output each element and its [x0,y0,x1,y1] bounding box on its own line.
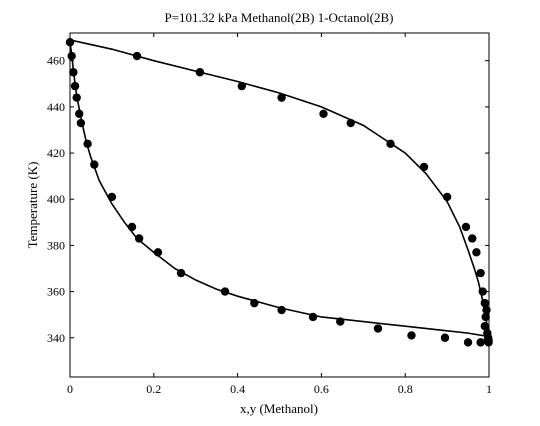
data-point [476,268,485,278]
y-tick-label: 420 [47,146,65,160]
data-point [442,192,452,202]
y-axis-label: Temperature (K) [25,162,40,249]
data-point [134,234,144,243]
data-point [67,51,76,61]
data-point [476,338,485,347]
data-point [176,268,186,278]
data-point [472,248,481,257]
data-point [480,322,490,331]
data-point [480,298,490,308]
data-point [419,162,429,172]
data-point [478,287,487,296]
data-point [220,287,230,296]
data-point [153,248,163,257]
data-point [76,118,86,128]
x-axis: 0 0.2 0.4 0.6 0.8 1 [67,33,492,396]
y-tick-label: 460 [47,54,65,68]
y-axis: 340 360 380 400 420 440 460 [47,54,489,345]
data-point [336,317,345,326]
y-tick-label: 400 [47,192,65,206]
data-point [346,118,355,128]
data-point [440,333,450,342]
data-point [90,160,99,169]
chart-title: P=101.32 kPa Methanol(2B) 1-Octanol(2B) [164,10,393,25]
x-tick-label: 1 [486,382,492,396]
data-point [407,331,416,340]
data-point [75,109,84,119]
y-tick-label: 340 [47,331,65,345]
data-point [237,81,246,91]
data-point [468,234,477,243]
data-points [65,38,493,347]
y-tick-label: 440 [47,100,65,114]
data-point [484,335,493,345]
data-point [72,93,81,102]
x-tick-label: 0.4 [230,382,245,396]
y-tick-label: 360 [47,285,65,299]
data-point [70,81,80,91]
data-point [69,68,78,77]
data-point [127,222,137,232]
data-point [83,139,92,149]
data-point [481,312,490,322]
data-point [373,324,383,333]
data-point [107,192,117,202]
x-tick-label: 0.2 [146,382,161,396]
data-point [195,68,205,77]
x-tick-label: 0.6 [314,382,329,396]
data-point [277,93,286,102]
plot-area [69,32,490,378]
x-tick-label: 0 [67,382,73,396]
data-point [132,51,142,61]
data-point [250,298,259,308]
data-point [277,305,286,315]
data-point [65,38,75,47]
data-point [482,305,491,315]
x-axis-label: x,y (Methanol) [240,401,318,416]
data-point [386,139,395,149]
data-point [463,338,473,347]
series-line-0 [69,44,490,338]
data-point [461,222,471,232]
data-point [319,109,328,119]
data-point [308,312,318,322]
x-tick-label: 0.8 [398,382,413,396]
y-tick-label: 380 [47,238,65,252]
